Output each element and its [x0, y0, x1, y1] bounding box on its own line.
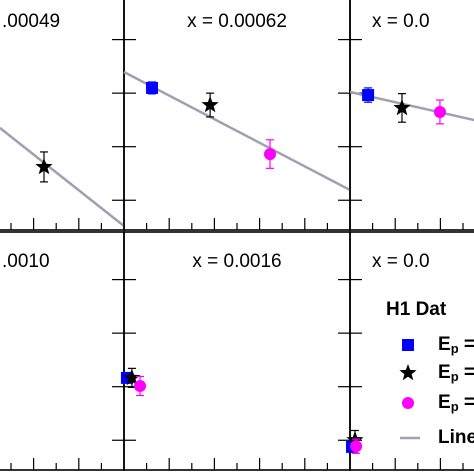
- fit-line: [123, 70, 351, 192]
- panel-frame: [123, 0, 351, 231]
- panel-title: .0010: [2, 251, 50, 272]
- panel-title: x = 0.00062: [187, 11, 287, 32]
- marker-circle: [263, 148, 276, 161]
- marker-star: [35, 157, 53, 175]
- marker-circle: [433, 105, 446, 118]
- marker-circle: [350, 440, 363, 453]
- legend-label: Ep =: [438, 392, 474, 414]
- fit-line: [0, 126, 125, 227]
- legend-title: H1 Dat: [386, 299, 447, 320]
- legend-label: Ep =: [438, 362, 474, 384]
- panel-title: x = 0.0: [372, 251, 430, 272]
- legend-marker: [402, 339, 414, 351]
- marker-star: [123, 368, 141, 386]
- marker-circle: [134, 379, 147, 392]
- marker-star: [201, 96, 219, 113]
- panel-title: x = 0.0016: [192, 251, 281, 272]
- panel-frame: [0, 0, 125, 231]
- legend-label: Line: [438, 427, 474, 448]
- legend-marker: [402, 397, 414, 409]
- marker-star: [393, 98, 411, 116]
- legend-label: Ep =: [438, 334, 474, 356]
- legend-marker: [399, 364, 417, 381]
- panel-title: .00049: [2, 11, 60, 32]
- marker-square: [146, 81, 159, 94]
- marker-square: [362, 89, 375, 102]
- panel-title: x = 0.0: [372, 11, 430, 32]
